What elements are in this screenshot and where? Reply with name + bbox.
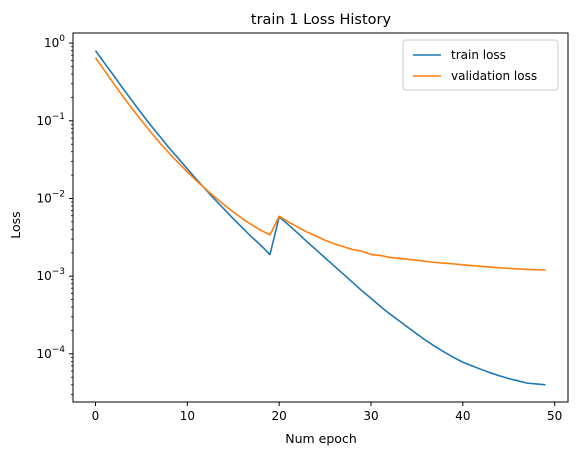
- chart-title: train 1 Loss History: [251, 12, 392, 28]
- y-tick-label: 100: [44, 34, 65, 50]
- x-tick-label: 0: [92, 409, 100, 423]
- series-line-train-loss: [94, 50, 546, 386]
- y-tick-label: 10−4: [36, 345, 65, 361]
- x-tick-label: 30: [363, 409, 378, 423]
- axes-frame: [72, 32, 569, 403]
- y-tick-label: 10−2: [36, 189, 65, 205]
- x-tick-label: 20: [272, 409, 287, 423]
- plot-area: 0 10 20 30 40 50 10−4 10−3 10−2 10−1 100 train loss…: [36, 32, 569, 423]
- x-tick-label: 50: [547, 409, 562, 423]
- x-tick-label: 40: [455, 409, 470, 423]
- y-tick-label: 10−3: [36, 267, 65, 283]
- series-line-validation-loss: [94, 57, 546, 271]
- legend-box: [402, 39, 559, 91]
- y-tick-label: 10−1: [36, 112, 65, 128]
- legend-label: validation loss: [451, 69, 537, 83]
- x-axis-label: Num epoch: [285, 431, 357, 446]
- y-axis-label: Loss: [8, 211, 23, 238]
- legend-label: train loss: [451, 48, 506, 62]
- x-tick-label: 10: [180, 409, 195, 423]
